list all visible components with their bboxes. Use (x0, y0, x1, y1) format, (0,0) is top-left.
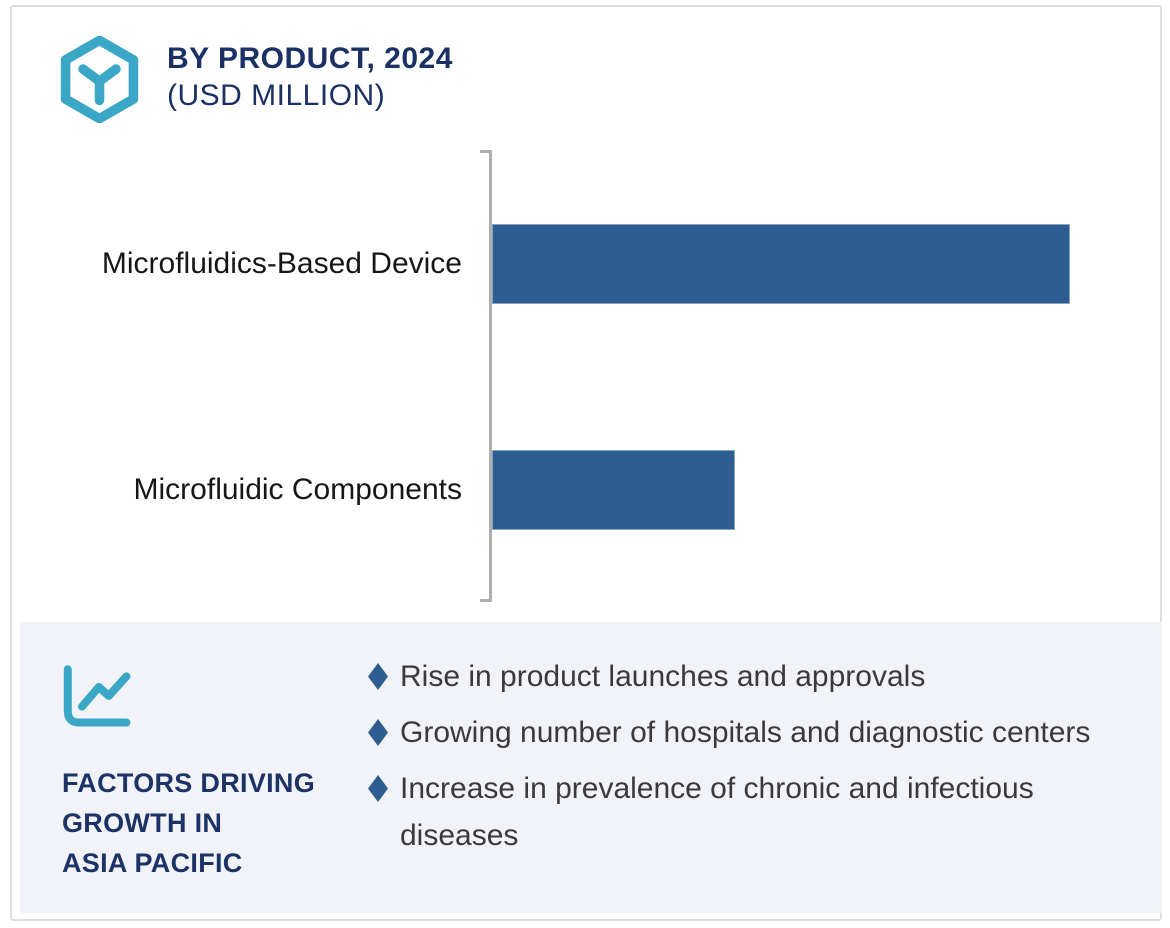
factors-title-line: GROWTH IN (62, 808, 223, 838)
category-label: Microfluidics-Based Device (101, 247, 462, 280)
list-item: Increase in prevalence of chronic and in… (368, 765, 1103, 859)
factors-title-line: ASIA PACIFIC (62, 848, 243, 878)
factors-panel (20, 622, 1162, 913)
bullet-text: Rise in product launches and approvals (400, 660, 926, 693)
factors-bullet-list: Rise in product launches and approvals G… (368, 653, 1103, 868)
bullet-text: Increase in prevalence of chronic and in… (400, 772, 1034, 852)
bullet-text: Growing number of hospitals and diagnost… (400, 716, 1091, 749)
axis-tick-bottom (480, 599, 492, 602)
diamond-bullet-icon (368, 775, 388, 802)
list-item: Rise in product launches and approvals (368, 653, 1103, 700)
bar-microfluidic-components (492, 450, 735, 530)
factors-title-line: FACTORS DRIVING (62, 768, 316, 798)
diamond-bullet-icon (368, 719, 388, 746)
chart-title: BY PRODUCT, 2024 (USD MILLION) (167, 40, 453, 114)
category-axis-line (489, 150, 492, 602)
factors-panel-title: FACTORS DRIVING GROWTH IN ASIA PACIFIC (62, 763, 315, 883)
chart-title-line2: (USD MILLION) (167, 79, 386, 112)
bar-microfluidics-based-device (492, 224, 1070, 304)
trending-line-chart-icon (63, 665, 131, 727)
chart-title-line1: BY PRODUCT, 2024 (167, 42, 453, 75)
list-item: Growing number of hospitals and diagnost… (368, 709, 1103, 756)
diamond-bullet-icon (368, 663, 388, 690)
axis-tick-top (480, 150, 492, 153)
category-label: Microfluidic Components (133, 473, 462, 506)
hexagon-y-logo-icon (60, 36, 139, 123)
